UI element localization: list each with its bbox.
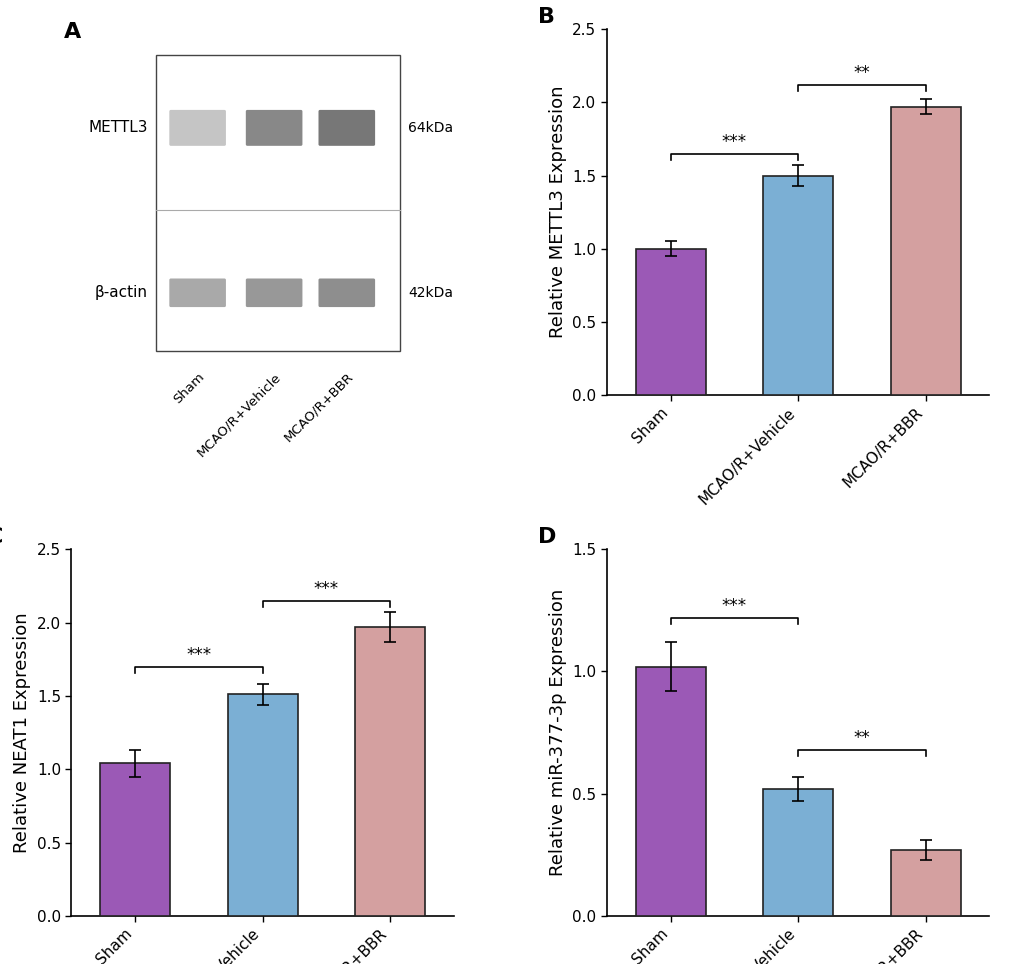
Y-axis label: Relative METTL3 Expression: Relative METTL3 Expression: [548, 86, 567, 338]
FancyBboxPatch shape: [156, 55, 400, 352]
Text: C: C: [0, 527, 4, 548]
Text: 42kDa: 42kDa: [408, 285, 452, 300]
Text: β-actin: β-actin: [95, 285, 148, 300]
Text: MCAO/R+BBR: MCAO/R+BBR: [281, 370, 356, 444]
Y-axis label: Relative NEAT1 Expression: Relative NEAT1 Expression: [13, 612, 32, 853]
FancyBboxPatch shape: [318, 110, 375, 146]
FancyBboxPatch shape: [246, 110, 303, 146]
Text: ***: ***: [186, 646, 211, 663]
FancyBboxPatch shape: [169, 110, 226, 146]
Bar: [890, 107, 960, 395]
Bar: [100, 763, 170, 916]
Bar: [635, 249, 705, 395]
Bar: [762, 789, 833, 916]
Text: 64kDa: 64kDa: [408, 120, 452, 135]
FancyBboxPatch shape: [318, 279, 375, 308]
Text: **: **: [853, 729, 869, 747]
Text: Sham: Sham: [170, 370, 207, 406]
Text: MCAO/R+Vehicle: MCAO/R+Vehicle: [195, 370, 283, 459]
Text: D: D: [538, 527, 556, 548]
Text: B: B: [538, 7, 554, 27]
Bar: [890, 850, 960, 916]
Text: ***: ***: [314, 579, 338, 598]
Text: METTL3: METTL3: [89, 120, 148, 135]
Text: A: A: [64, 21, 81, 41]
Text: ***: ***: [721, 597, 746, 615]
Bar: [355, 627, 425, 916]
Bar: [635, 666, 705, 916]
Text: **: **: [853, 64, 869, 82]
FancyBboxPatch shape: [246, 279, 303, 308]
Text: ***: ***: [721, 133, 746, 150]
Y-axis label: Relative miR-377-3p Expression: Relative miR-377-3p Expression: [548, 589, 567, 876]
Bar: [762, 175, 833, 395]
FancyBboxPatch shape: [169, 279, 226, 308]
Bar: [227, 694, 298, 916]
